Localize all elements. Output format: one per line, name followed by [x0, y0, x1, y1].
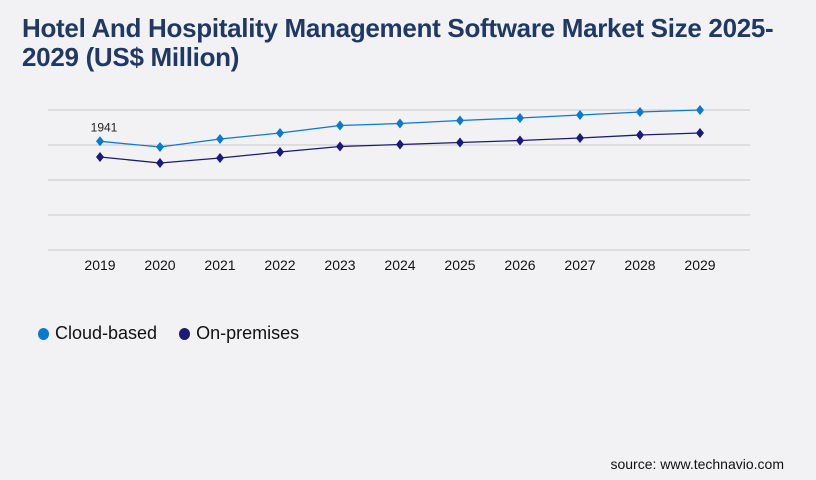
data-point-cloud-based	[456, 115, 464, 126]
data-point-cloud-based	[516, 113, 524, 124]
data-point-on-premises	[276, 147, 284, 157]
data-point-cloud-based	[156, 142, 164, 153]
data-point-cloud-based	[276, 128, 284, 139]
data-point-on-premises	[636, 129, 644, 140]
x-tick-label: 2024	[384, 257, 415, 273]
data-point-on-premises	[216, 152, 224, 163]
legend-item-on-premises: On-premises	[179, 323, 299, 344]
x-tick-label: 2027	[564, 257, 595, 273]
x-tick-label: 2025	[444, 257, 475, 273]
x-tick-label: 2019	[84, 257, 115, 273]
legend-marker-cloud-based	[38, 327, 49, 340]
data-point-cloud-based	[96, 136, 104, 147]
data-point-on-premises	[456, 137, 464, 148]
x-tick-label: 2028	[624, 257, 655, 273]
x-tick-label: 2023	[324, 257, 355, 273]
data-label: 1941	[91, 120, 118, 134]
data-point-on-premises	[96, 151, 104, 162]
data-point-cloud-based	[696, 105, 704, 115]
data-point-cloud-based	[336, 120, 344, 131]
legend-item-cloud-based: Cloud-based	[38, 323, 157, 344]
chart-title: Hotel And Hospitality Management Softwar…	[22, 13, 774, 72]
x-tick-label: 2026	[504, 257, 535, 273]
data-point-on-premises	[576, 133, 584, 143]
x-tick-label: 2020	[144, 257, 175, 273]
data-point-cloud-based	[396, 118, 404, 129]
data-point-on-premises	[156, 157, 164, 168]
source-note: source: www.technavio.com	[610, 456, 784, 472]
x-tick-label: 2021	[204, 257, 235, 273]
data-point-on-premises	[336, 141, 344, 152]
data-point-on-premises	[396, 139, 404, 150]
legend: Cloud-based On-premises	[38, 323, 299, 344]
x-tick-label: 2022	[264, 257, 295, 273]
x-tick-label: 2029	[684, 257, 715, 273]
legend-label-cloud-based: Cloud-based	[55, 323, 158, 343]
data-point-cloud-based	[636, 107, 644, 118]
data-point-cloud-based	[216, 134, 224, 145]
data-point-cloud-based	[576, 109, 584, 120]
legend-label-on-premises: On-premises	[196, 323, 300, 343]
data-point-on-premises	[696, 128, 704, 139]
data-point-on-premises	[516, 135, 524, 146]
legend-marker-on-premises	[179, 327, 191, 340]
